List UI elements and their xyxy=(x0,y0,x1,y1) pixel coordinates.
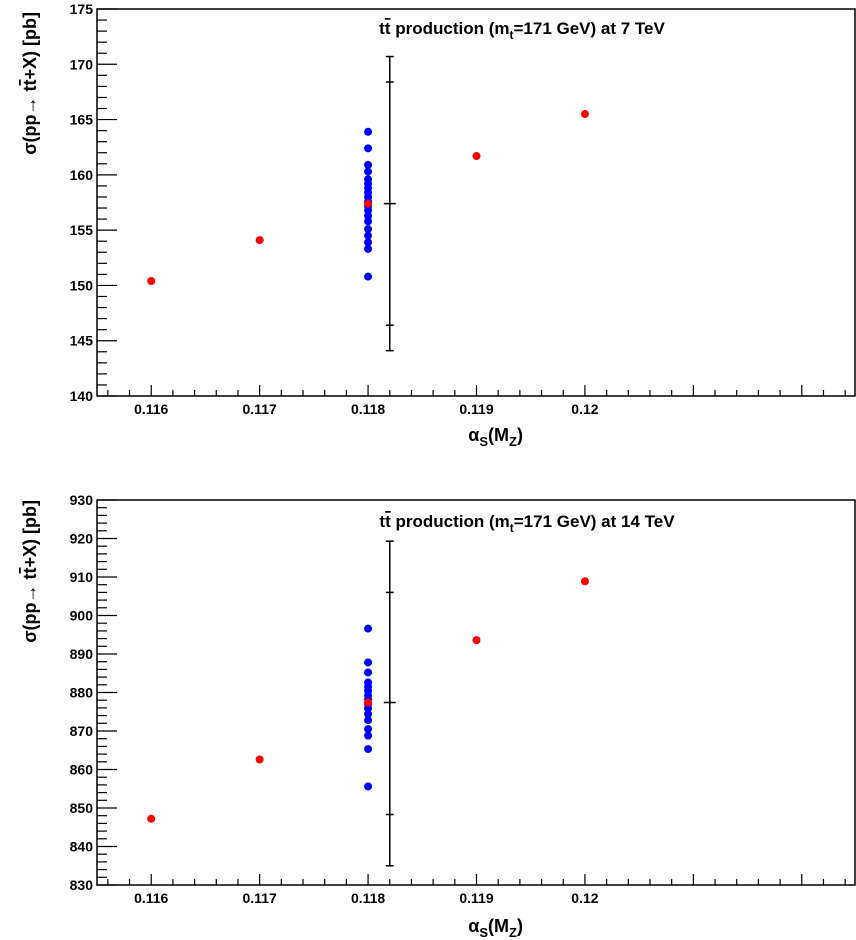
y-tick-label: 900 xyxy=(70,608,94,624)
x-tick-label: 0.12 xyxy=(571,401,598,417)
red-data-point xyxy=(255,236,264,245)
blue-data-point xyxy=(364,745,373,754)
y-axis-label: σ(pp→ tt+X) [pb] xyxy=(20,500,40,643)
chart-title: tt production (mt=171 GeV) at 14 TeV xyxy=(379,512,675,535)
y-tick-label: 150 xyxy=(70,277,94,293)
t-bar-symbol: t xyxy=(385,19,391,38)
y-tick-label: 155 xyxy=(70,222,94,238)
y-tick-label: 930 xyxy=(70,492,94,508)
y-tick-label: 170 xyxy=(70,56,94,72)
red-data-point xyxy=(364,698,373,707)
blue-data-point xyxy=(364,658,373,667)
y-tick-label: 860 xyxy=(70,762,94,778)
red-data-point xyxy=(580,577,589,586)
x-tick-label: 0.117 xyxy=(243,401,277,417)
red-data-point xyxy=(472,636,481,645)
chart-panel-7tev: tt production (mt=171 GeV) at 7 TeV αS(M… xyxy=(20,1,856,449)
y-tick-label: 830 xyxy=(70,877,94,893)
red-data-point xyxy=(255,755,264,764)
y-tick-label: 165 xyxy=(70,112,94,128)
t-bar-symbol: t xyxy=(20,80,40,86)
x-axis-label: αS(MZ) xyxy=(468,916,523,940)
blue-data-point xyxy=(364,167,373,176)
blue-data-point xyxy=(364,668,373,677)
red-data-point xyxy=(147,814,156,823)
y-tick-label: 870 xyxy=(70,723,94,739)
blue-data-point xyxy=(364,716,373,725)
x-tick-label: 0.119 xyxy=(459,890,493,906)
y-axis-label: σ(pp→ tt+X) [pb] xyxy=(20,12,40,155)
blue-data-point xyxy=(364,211,373,220)
red-data-point xyxy=(147,277,156,286)
x-tick-label: 0.118 xyxy=(351,401,385,417)
x-tick-label: 0.116 xyxy=(134,401,168,417)
y-tick-label: 140 xyxy=(70,388,94,404)
x-tick-label: 0.118 xyxy=(351,890,385,906)
blue-data-point xyxy=(364,144,373,153)
blue-data-point xyxy=(364,160,373,169)
red-data-point xyxy=(364,199,373,208)
y-tick-label: 880 xyxy=(70,685,94,701)
blue-data-point xyxy=(364,238,373,247)
red-data-point xyxy=(472,152,481,161)
y-tick-label: 920 xyxy=(70,531,94,547)
blue-data-point xyxy=(364,127,373,136)
y-tick-label: 175 xyxy=(70,1,94,17)
y-tick-label: 160 xyxy=(70,167,94,183)
y-tick-label: 840 xyxy=(70,839,94,855)
blue-data-point xyxy=(364,624,373,633)
red-data-point xyxy=(580,110,589,119)
chart-title: tt production (mt=171 GeV) at 7 TeV xyxy=(379,19,665,42)
chart-panel-14tev: tt production (mt=171 GeV) at 14 TeV αS(… xyxy=(20,492,856,940)
blue-data-point xyxy=(364,725,373,734)
y-tick-label: 145 xyxy=(70,333,94,349)
t-bar-symbol: t xyxy=(385,512,391,531)
blue-data-point xyxy=(364,244,373,253)
blue-data-point xyxy=(364,731,373,740)
blue-data-point xyxy=(364,217,373,226)
x-tick-label: 0.117 xyxy=(243,890,277,906)
blue-data-point xyxy=(364,272,373,281)
blue-data-point xyxy=(364,710,373,719)
blue-data-point xyxy=(364,175,373,184)
x-tick-label: 0.119 xyxy=(459,401,493,417)
x-axis-label: αS(MZ) xyxy=(468,425,523,449)
blue-data-point xyxy=(364,231,373,240)
y-tick-label: 890 xyxy=(70,646,94,662)
y-tick-label: 910 xyxy=(70,569,94,585)
blue-data-point xyxy=(364,225,373,234)
x-tick-label: 0.12 xyxy=(571,890,598,906)
blue-data-point xyxy=(364,678,373,687)
x-tick-label: 0.116 xyxy=(134,890,168,906)
t-bar-symbol: t xyxy=(20,568,40,574)
y-tick-label: 850 xyxy=(70,800,94,816)
blue-data-point xyxy=(364,782,373,791)
